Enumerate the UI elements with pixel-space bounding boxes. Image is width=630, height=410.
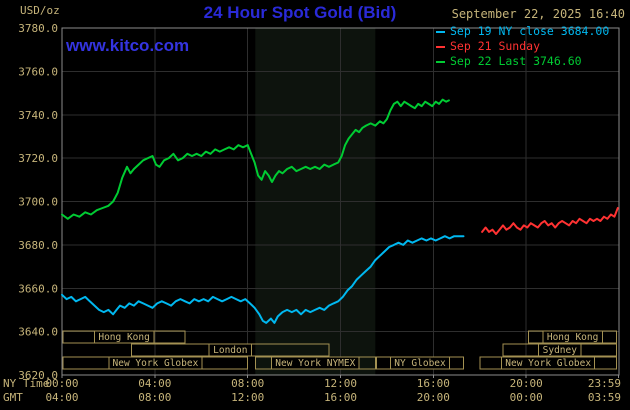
series-line-sep22-last — [61, 98, 450, 220]
session-label: New York Globex — [113, 358, 199, 369]
session-label-box — [208, 343, 253, 357]
legend: Sep 19 NY close 3684.00 Sep 21 Sunday Se… — [436, 24, 609, 69]
session-label: Sydney — [543, 345, 578, 356]
y-tick-label: 3780.0 — [18, 22, 58, 35]
y-tick-label: 3660.0 — [18, 282, 58, 295]
gmt-tick-label: 03:59 — [588, 391, 621, 404]
y-tick-label: 3760.0 — [18, 65, 58, 78]
session-label: Hong Kong — [98, 332, 149, 343]
datetime: September 22, 2025 16:40 — [451, 7, 625, 21]
legend-label: Sep 21 Sunday — [450, 39, 541, 53]
kitco-watermark[interactable]: www.kitco.com — [66, 36, 190, 55]
series-line-sep21-sunday — [481, 207, 619, 235]
session-label: New York Globex — [505, 358, 591, 369]
legend-item-sep22: Sep 22 Last 3746.60 — [436, 54, 609, 69]
ny-tick-label: 20:00 — [510, 377, 543, 390]
legend-item-sep19: Sep 19 NY close 3684.00 — [436, 24, 609, 39]
session-label-box — [271, 356, 360, 370]
y-tick-label: 3740.0 — [18, 109, 58, 122]
ny-tick-label: 23:59 — [588, 377, 621, 390]
legend-label: Sep 19 NY close 3684.00 — [450, 24, 610, 38]
legend-item-sep21: Sep 21 Sunday — [436, 39, 609, 54]
ny-tick-label: 08:00 — [231, 377, 264, 390]
y-tick-label: 3620.0 — [18, 369, 58, 382]
ny-time-label: NY Time — [3, 377, 49, 390]
legend-dash-icon — [436, 45, 445, 48]
gmt-tick-label: 00:00 — [510, 391, 543, 404]
legend-label: Sep 22 Last 3746.60 — [450, 54, 582, 68]
session-label: Hong Kong — [547, 332, 598, 343]
gmt-tick-label: 12:00 — [231, 391, 264, 404]
session-label: New York NYMEX — [275, 358, 355, 369]
gmt-label: GMT — [3, 391, 23, 404]
gmt-tick-label: 16:00 — [324, 391, 357, 404]
session-label-box — [538, 343, 582, 357]
session-label-box — [108, 356, 203, 370]
session-label: NY Globex — [394, 358, 446, 369]
ny-tick-label: 04:00 — [138, 377, 171, 390]
legend-dash-icon — [436, 30, 445, 33]
session-label-box — [542, 330, 603, 344]
gmt-tick-label: 20:00 — [417, 391, 450, 404]
session-label-box — [93, 330, 155, 344]
y-tick-label: 3720.0 — [18, 152, 58, 165]
gmt-tick-label: 08:00 — [138, 391, 171, 404]
ny-tick-label: 00:00 — [45, 377, 78, 390]
chart-title: 24 Hour Spot Gold (Bid) — [203, 3, 397, 22]
session-label-box — [389, 356, 451, 370]
y-tick-label: 3700.0 — [18, 196, 58, 209]
ny-tick-label: 16:00 — [417, 377, 450, 390]
session-label: London — [213, 345, 247, 356]
y-tick-label: 3640.0 — [18, 326, 58, 339]
unit-label: USD/oz — [20, 4, 60, 17]
ny-tick-label: 12:00 — [324, 377, 357, 390]
gmt-tick-label: 04:00 — [45, 391, 78, 404]
y-tick-label: 3680.0 — [18, 239, 58, 252]
legend-dash-icon — [436, 60, 445, 63]
session-label-box — [501, 356, 596, 370]
series-line-sep19-ny-close — [61, 235, 465, 324]
